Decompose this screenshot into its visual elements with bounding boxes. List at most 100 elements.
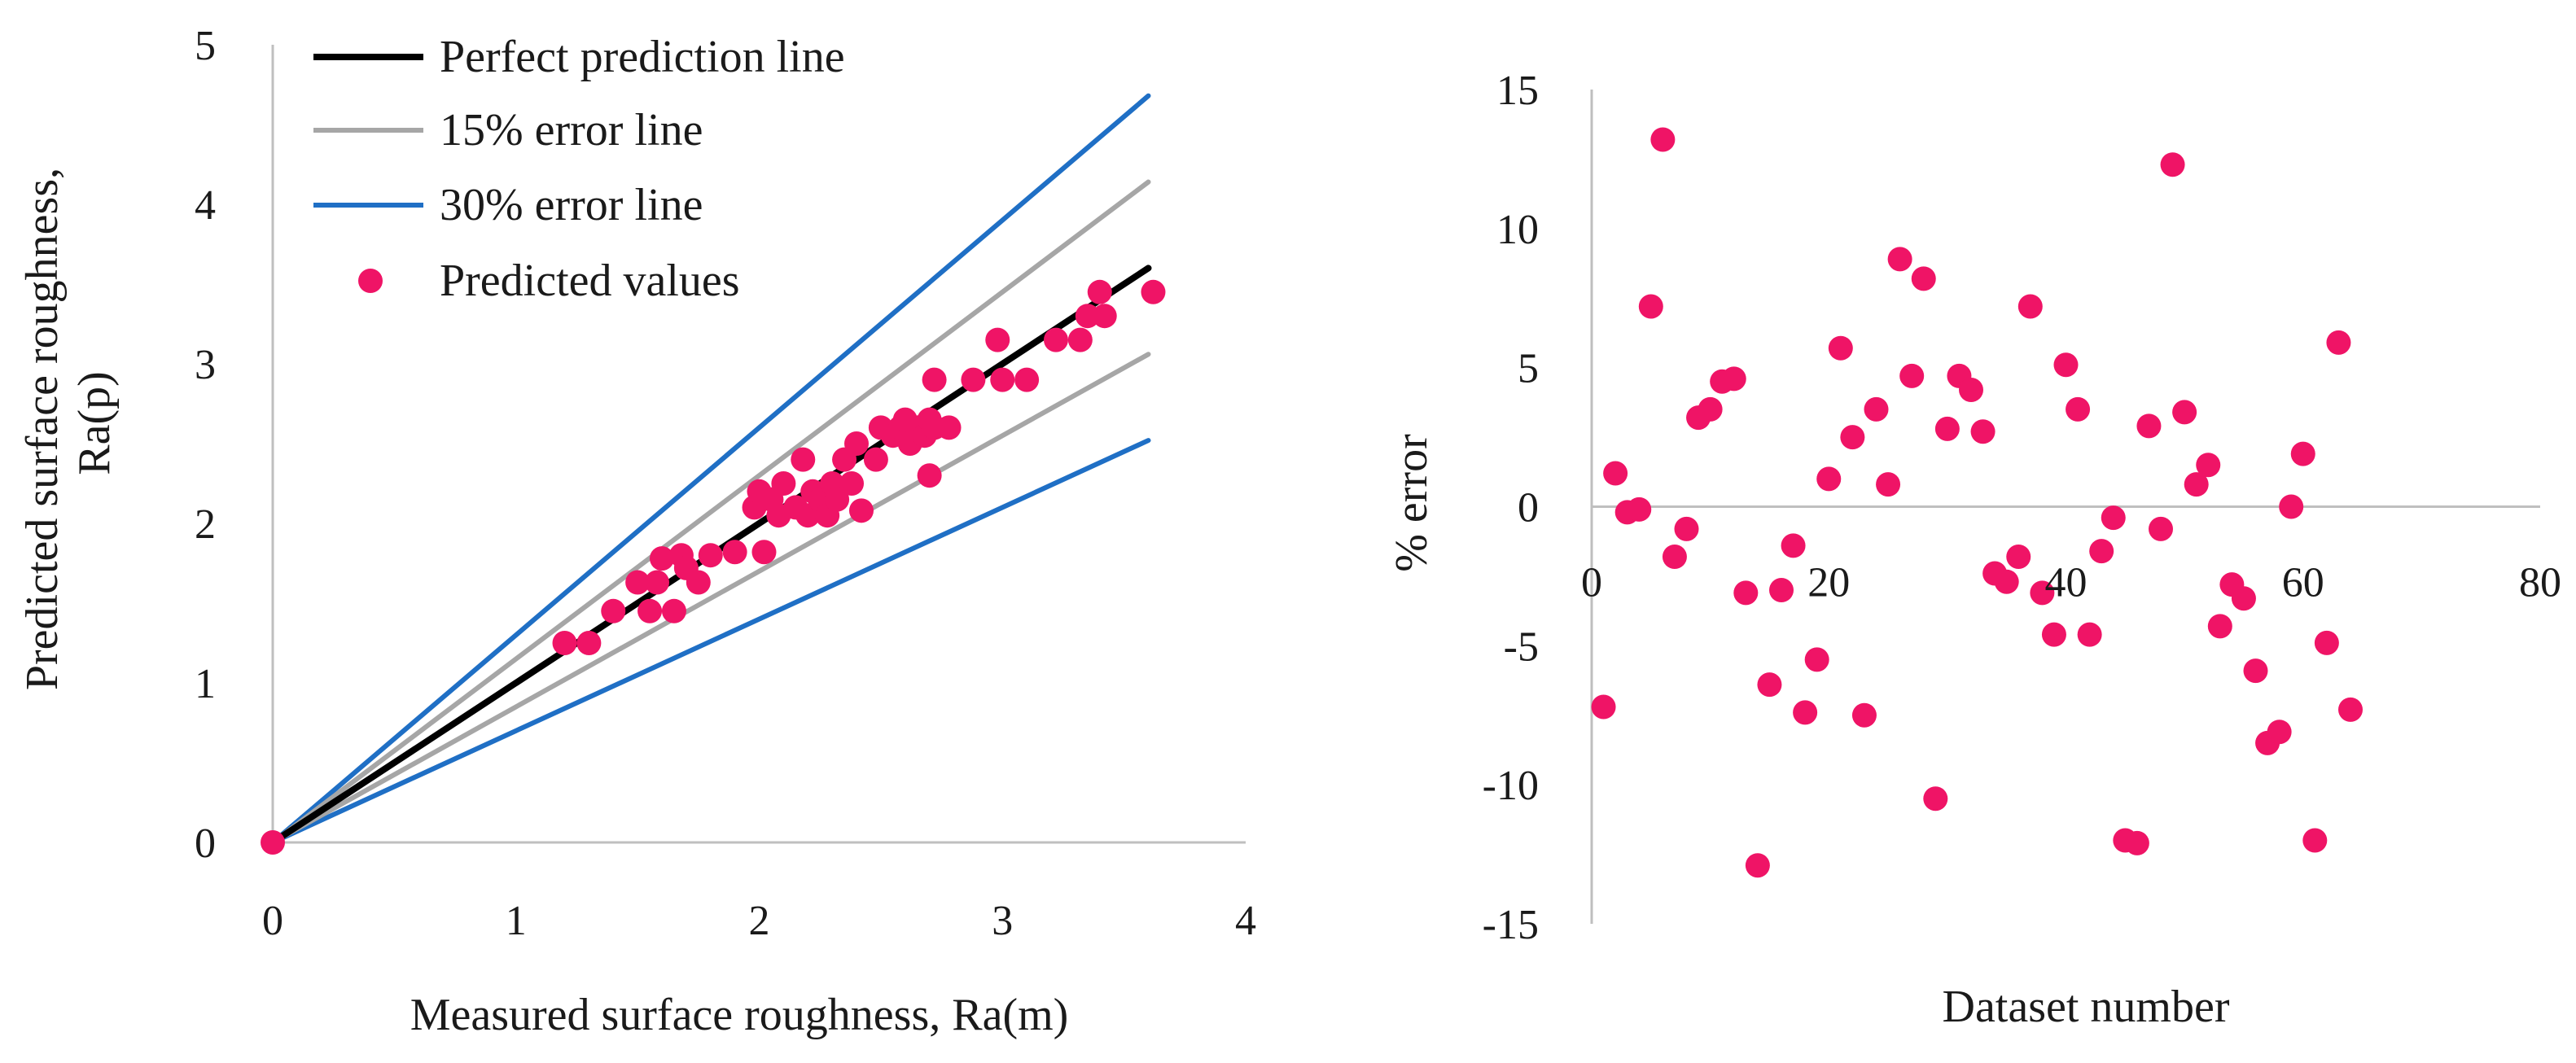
predicted-value-point	[771, 471, 796, 496]
legend-swatch-predicted-values	[358, 269, 383, 293]
percent-error-point	[1994, 569, 2019, 594]
percent-error-point	[2089, 539, 2114, 564]
percent-error-point	[1698, 396, 1723, 422]
percent-error-point	[1793, 700, 1818, 725]
percent-error-point	[1627, 497, 1652, 522]
right-y-tick-label: -15	[1483, 902, 1539, 948]
predicted-value-point	[985, 327, 1010, 352]
right-x-tick-labels: 0 20 40 60 80	[1581, 560, 2561, 606]
upper-30-percent-error-line	[270, 93, 1151, 845]
percent-error-point	[2231, 586, 2256, 611]
left-x-tick-labels: 0 1 2 3 4	[262, 898, 1256, 944]
lower-15-percent-error-line	[270, 352, 1151, 845]
left-y-tick-label: 3	[195, 342, 216, 388]
predicted-value-point	[990, 367, 1015, 392]
percent-error-point	[2041, 622, 2066, 647]
left-y-tick-label: 4	[195, 182, 216, 229]
right-x-tick-label: 40	[2045, 560, 2088, 606]
percent-error-point	[2006, 545, 2031, 569]
predicted-value-point	[645, 570, 670, 595]
percent-error-point	[2279, 494, 2304, 519]
percent-error-point	[1638, 294, 1663, 319]
predicted-value-point	[1092, 304, 1117, 329]
right-y-tick-label: 15	[1496, 68, 1539, 114]
percent-error-point	[2172, 400, 2197, 425]
left-x-tick-label: 3	[992, 898, 1013, 944]
predicted-value-point	[1067, 327, 1093, 352]
percent-error-point	[1769, 578, 1794, 602]
percent-error-point	[2314, 630, 2339, 655]
predicted-value-point	[848, 498, 874, 523]
percent-error-point	[1828, 335, 1853, 361]
percent-error-point	[2136, 413, 2162, 439]
percent-error-point	[1899, 363, 1925, 388]
percent-error-point	[1876, 472, 1901, 497]
predicted-value-point	[863, 447, 888, 472]
percent-error-point	[2243, 658, 2268, 684]
percent-error-point	[2053, 352, 2079, 378]
left-y-tick-labels: 0 1 2 3 4 5	[195, 23, 216, 867]
percent-error-point	[1591, 694, 1616, 720]
percent-error-point	[2290, 441, 2315, 466]
legend-label-15-percent: 15% error line	[440, 105, 703, 155]
percent-error-point	[2030, 580, 2055, 606]
predicted-value-point	[698, 543, 723, 568]
percent-error-point	[1662, 545, 1687, 569]
percent-error-point	[1887, 247, 1912, 272]
percent-error-point	[2302, 828, 2328, 853]
percent-error-point	[2124, 830, 2149, 855]
percent-error-point	[2338, 697, 2363, 722]
predicted-value-point	[751, 540, 777, 565]
predicted-value-point	[686, 570, 711, 595]
predicted-value-point	[922, 367, 947, 392]
predicted-value-point	[825, 487, 850, 512]
legend: Perfect prediction line 15% error line 3…	[313, 32, 845, 306]
predicted-value-point	[601, 598, 626, 623]
predicted-values-points	[261, 279, 1166, 855]
legend-label-predicted-values: Predicted values	[440, 256, 740, 306]
percent-error-point	[2017, 294, 2043, 319]
legend-label-perfect-prediction: Perfect prediction line	[440, 32, 845, 82]
percent-error-point	[1804, 647, 1829, 672]
predicted-value-point	[661, 598, 686, 623]
predicted-value-point	[936, 415, 962, 440]
percent-error-point	[2160, 152, 2185, 177]
left-y-axis-title: Predicted surface roughness, Ra(p)	[17, 156, 120, 690]
percent-error-point	[2267, 720, 2292, 745]
right-x-tick-label: 80	[2519, 560, 2561, 606]
predicted-value-point	[839, 471, 865, 496]
right-y-tick-labels: -15 -10 -5 0 5 10 15	[1483, 68, 1539, 948]
predicted-value-point	[1014, 367, 1040, 392]
right-y-tick-label: -5	[1504, 623, 1539, 670]
percent-error-point	[1816, 466, 1842, 492]
upper-15-percent-error-line	[270, 179, 1151, 845]
percent-error-point	[1934, 416, 1960, 441]
percent-error-point	[1959, 378, 1983, 402]
predicted-value-point	[625, 570, 651, 595]
percent-error-point	[1911, 266, 1936, 291]
percent-error-point	[1840, 425, 1865, 450]
predicted-value-point	[722, 540, 747, 565]
predicted-value-point	[576, 631, 602, 655]
percent-error-point	[2196, 453, 2221, 478]
percent-error-point	[2101, 505, 2126, 531]
percent-error-point	[1970, 419, 1996, 444]
left-x-axis-title: Measured surface roughness, Ra(m)	[410, 990, 1069, 1040]
percent-error-point	[1721, 366, 1746, 392]
predicted-value-point	[261, 830, 285, 855]
right-y-tick-label: 10	[1496, 207, 1539, 253]
percent-error-point	[2326, 330, 2351, 355]
predicted-value-point	[552, 631, 577, 655]
predicted-value-point	[791, 447, 816, 472]
lower-30-percent-error-line	[270, 438, 1151, 845]
percent-error-point	[2149, 516, 2173, 541]
percent-error-point	[1851, 702, 1877, 728]
predicted-value-point	[961, 367, 986, 392]
left-y-axis-title-line-1: Predicted surface roughness,	[17, 168, 68, 690]
left-y-tick-label: 2	[195, 501, 216, 548]
left-x-tick-label: 1	[506, 898, 527, 944]
predicted-value-point	[917, 463, 942, 488]
percent-error-point	[1745, 853, 1770, 878]
right-y-tick-label: 0	[1518, 485, 1539, 532]
